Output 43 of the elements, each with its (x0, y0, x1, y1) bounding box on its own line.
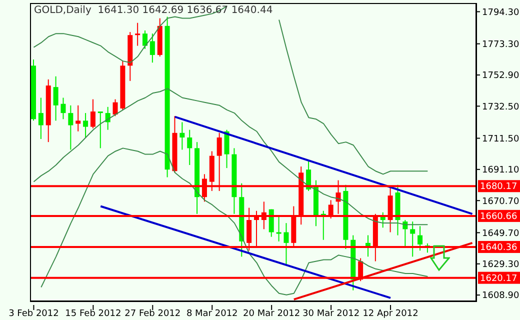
x-tick-label: 27 Feb 2012 (124, 309, 181, 319)
candlestick (112, 98, 118, 117)
candlestick (410, 221, 416, 258)
x-tick-label: 3 Feb 2012 (8, 309, 59, 319)
candlestick (180, 122, 185, 150)
candlestick (135, 22, 140, 46)
y-tick-label: 1649.70 (482, 228, 520, 239)
y-tick-label: 1608.90 (482, 291, 520, 302)
candlestick (53, 76, 58, 122)
y-tick-label: 1670.70 (482, 196, 520, 207)
ref-line-label: 1620.17 (480, 274, 518, 284)
candlestick (366, 234, 370, 258)
x-tick-label: 20 Mar 2012 (243, 309, 300, 319)
candlestick (380, 212, 386, 228)
x-tick-label: 30 Mar 2012 (302, 309, 360, 319)
ref-line-label: 1680.17 (480, 182, 518, 192)
y-tick-label: 1691.10 (482, 166, 520, 176)
candlestick (142, 30, 148, 50)
y-tick-label: 1773.30 (482, 40, 520, 50)
candlestick (38, 97, 44, 140)
x-tick-label: 15 Feb 2012 (65, 309, 122, 319)
line-series (40, 148, 428, 296)
candlestick (60, 97, 66, 120)
ref-line-label: 1640.36 (480, 242, 518, 253)
ref-line-label: 1660.66 (480, 212, 518, 222)
x-tick-label: 12 Apr 2012 (362, 309, 418, 319)
x-tick-label: 8 Mar 2012 (186, 309, 238, 319)
candlestick (90, 98, 96, 129)
y-tick-label: 1752.90 (482, 71, 520, 82)
y-tick-label: 1629.30 (482, 260, 520, 270)
candlestick (284, 222, 289, 265)
y-tick-label: 1732.50 (482, 102, 520, 112)
candlestick (98, 111, 103, 149)
candlestick (418, 226, 423, 252)
y-tick-label: 1711.50 (482, 134, 520, 144)
candlestick (76, 104, 81, 132)
candlestick (150, 33, 155, 64)
candlestick (224, 129, 230, 169)
candlestick (276, 214, 282, 242)
y-tick-label: 1794.30 (482, 8, 520, 18)
candlestick (83, 112, 88, 138)
candlestick (68, 104, 74, 150)
candlestick (187, 129, 192, 166)
